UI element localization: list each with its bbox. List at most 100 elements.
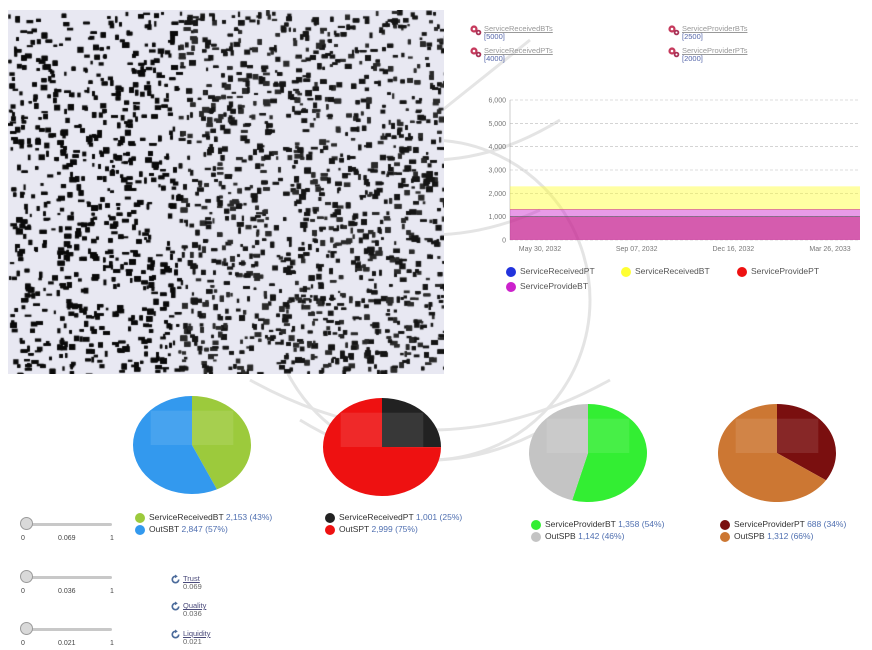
legend-text: ServiceReceivedBT bbox=[635, 266, 710, 276]
legend-label: ServiceProviderPTs bbox=[682, 46, 748, 55]
slider-value: 0.069 bbox=[58, 535, 76, 542]
legend-label: ServiceProviderBTs bbox=[682, 24, 748, 33]
pie-legend-row[interactable]: ServiceProviderPT 688 (34%) bbox=[720, 518, 846, 530]
pie-slice-outspt[interactable] bbox=[323, 398, 441, 496]
slider-value: 0.036 bbox=[58, 588, 76, 595]
pie-legend-4: ServiceProviderPT 688 (34%) OutSPB 1,312… bbox=[720, 518, 846, 542]
pie-legend-2: ServiceReceivedPT 1,001 (25%) OutSPT 2,9… bbox=[325, 511, 462, 535]
legend-dot bbox=[621, 266, 631, 277]
slider-track[interactable] bbox=[26, 523, 112, 526]
band-servicereceivedbt bbox=[510, 186, 860, 210]
quality-slider[interactable]: 0 0.036 1 bbox=[18, 566, 118, 595]
legend-dot bbox=[531, 531, 541, 542]
pie-slice-servicereceivedbt[interactable] bbox=[192, 396, 251, 490]
pie-highlight bbox=[150, 410, 234, 445]
gears-icon bbox=[668, 47, 680, 58]
metric-value: 0.069 bbox=[183, 582, 202, 591]
slice-value: 1,358 bbox=[618, 519, 640, 529]
pie-slice-outspb[interactable] bbox=[718, 404, 827, 502]
pie-legend-1: ServiceReceivedBT 2,153 (43%) OutSBT 2,8… bbox=[135, 511, 272, 535]
slider-handle[interactable] bbox=[20, 622, 33, 635]
slider-min: 0 bbox=[21, 640, 25, 647]
pie-slice-serviceproviderpt[interactable] bbox=[777, 404, 836, 481]
slice-value: 2,999 bbox=[371, 524, 393, 534]
pie-slice-servicereceivedpt[interactable] bbox=[382, 398, 441, 448]
slice-name: OutSPB bbox=[734, 531, 765, 541]
slider-handle[interactable] bbox=[20, 570, 33, 583]
band-overlap bbox=[510, 216, 860, 240]
slice-percent: (54%) bbox=[641, 519, 665, 529]
pie-highlight bbox=[735, 418, 819, 453]
refresh-icon bbox=[171, 574, 180, 584]
slice-name: OutSPT bbox=[339, 524, 370, 534]
slice-percent: (25%) bbox=[439, 512, 463, 522]
legend-text: ServiceReceivedPT bbox=[520, 266, 595, 276]
y-tick-label: 1,000 bbox=[488, 214, 506, 221]
y-tick-label: 4,000 bbox=[488, 144, 506, 151]
legend-value: [2500] bbox=[682, 32, 703, 41]
refresh-icon bbox=[171, 629, 180, 639]
pie-chart-service-provider-pt bbox=[718, 404, 836, 502]
band-servicereceivedpt bbox=[510, 216, 860, 240]
metric-name: Trust bbox=[183, 574, 200, 583]
slice-percent: (34%) bbox=[823, 519, 847, 529]
pie-legend-row[interactable]: ServiceReceivedPT 1,001 (25%) bbox=[325, 511, 462, 523]
band-serviceprovidept bbox=[510, 216, 860, 240]
legend-text: ServiceProvidePT bbox=[751, 266, 820, 276]
slider-value: 0.021 bbox=[58, 640, 76, 647]
pie-chart-service-provider-bt bbox=[529, 404, 647, 502]
legend-value: [2000] bbox=[682, 54, 703, 63]
pie-legend-row[interactable]: OutSPB 1,142 (46%) bbox=[531, 530, 664, 542]
pie-slice-serviceproviderbt[interactable] bbox=[572, 404, 647, 502]
slice-percent: (43%) bbox=[249, 512, 273, 522]
x-tick-label: Mar 26, 2033 bbox=[809, 246, 850, 253]
pie-legend-row[interactable]: OutSBT 2,847 (57%) bbox=[135, 523, 272, 535]
metric-name: Liquidity bbox=[183, 629, 211, 638]
pie-legend-row[interactable]: ServiceReceivedBT 2,153 (43%) bbox=[135, 511, 272, 523]
pie-slice-outspb[interactable] bbox=[529, 404, 588, 501]
pie-highlight bbox=[340, 412, 424, 447]
pie-legend-3: ServiceProviderBT 1,358 (54%) OutSPB 1,1… bbox=[531, 518, 664, 542]
slider-track[interactable] bbox=[26, 628, 112, 631]
y-tick-label: 0 bbox=[502, 238, 506, 245]
slice-percent: (57%) bbox=[205, 524, 228, 534]
slice-percent: (46%) bbox=[601, 531, 625, 541]
legend-dot bbox=[720, 531, 730, 542]
pie-legend-row[interactable]: ServiceProviderBT 1,358 (54%) bbox=[531, 518, 664, 530]
pie-legend-row[interactable]: OutSPB 1,312 (66%) bbox=[720, 530, 846, 542]
gears-icon bbox=[470, 25, 482, 36]
legend-service-received-pt[interactable]: ServiceReceivedPT bbox=[506, 266, 595, 277]
slider-handle[interactable] bbox=[20, 517, 33, 530]
slice-value: 688 bbox=[807, 519, 822, 529]
pie-slice-outsbt[interactable] bbox=[132, 396, 217, 494]
slider-min: 0 bbox=[21, 588, 25, 595]
legend-service-received-bt[interactable]: ServiceReceivedBT bbox=[621, 266, 710, 277]
slice-value: 1,001 bbox=[415, 512, 438, 522]
slice-name: ServiceProviderBT bbox=[545, 519, 616, 529]
legend-label: ServiceReceivedPTs bbox=[484, 46, 553, 55]
legend-dot bbox=[737, 266, 747, 277]
legend-service-provide-pt[interactable]: ServiceProvidePT bbox=[737, 266, 819, 277]
slider-max: 1 bbox=[110, 640, 114, 647]
legend-dot bbox=[506, 281, 516, 292]
slice-value: 1,312 bbox=[767, 531, 789, 541]
y-tick-label: 3,000 bbox=[488, 168, 506, 175]
band-serviceprovidebt bbox=[510, 209, 860, 240]
y-tick-label: 2,000 bbox=[488, 191, 506, 198]
time-series-chart: 6,000 5,000 4,000 3,000 2,000 1,000 0 May 30, 2… bbox=[488, 98, 860, 253]
y-tick-label: 5,000 bbox=[488, 121, 506, 128]
legend-dot bbox=[135, 512, 145, 523]
trust-slider[interactable]: 0 0.069 1 bbox=[18, 513, 118, 542]
slice-value: 2,847 bbox=[181, 524, 203, 534]
legend-text: ServiceProvideBT bbox=[520, 281, 589, 291]
liquidity-slider[interactable]: 0 0.021 1 bbox=[18, 618, 118, 647]
pie-legend-row[interactable]: OutSPT 2,999 (75%) bbox=[325, 523, 462, 535]
slider-track[interactable] bbox=[26, 576, 112, 579]
metric-name: Quality bbox=[183, 601, 207, 610]
slice-percent: (75%) bbox=[395, 524, 418, 534]
slice-name: ServiceReceivedBT bbox=[149, 512, 224, 522]
legend-service-provide-bt[interactable]: ServiceProvideBT bbox=[506, 281, 588, 292]
legend-label: ServiceReceivedBTs bbox=[484, 24, 553, 33]
slice-name: ServiceReceivedPT bbox=[339, 512, 414, 522]
slice-value: 2,153 bbox=[225, 512, 248, 522]
